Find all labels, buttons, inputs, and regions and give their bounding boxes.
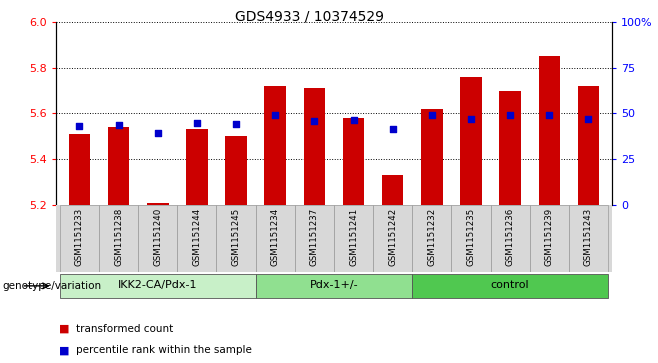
Bar <box>255 274 413 298</box>
Text: percentile rank within the sample: percentile rank within the sample <box>76 345 251 355</box>
Text: GDS4933 / 10374529: GDS4933 / 10374529 <box>235 9 384 23</box>
Bar <box>538 56 560 205</box>
Bar <box>343 118 365 205</box>
Point <box>505 112 515 118</box>
Bar <box>530 205 569 272</box>
Bar <box>451 205 491 272</box>
Text: GSM1151245: GSM1151245 <box>232 208 241 266</box>
Text: transformed count: transformed count <box>76 323 173 334</box>
Text: Pdx-1+/-: Pdx-1+/- <box>310 280 358 290</box>
Point <box>74 123 85 129</box>
Bar <box>382 175 403 205</box>
Bar <box>499 90 521 205</box>
Text: IKK2-CA/Pdx-1: IKK2-CA/Pdx-1 <box>118 280 197 290</box>
Bar <box>334 205 373 272</box>
Bar <box>108 127 130 205</box>
Text: GSM1151235: GSM1151235 <box>467 208 476 266</box>
Text: GSM1151238: GSM1151238 <box>114 208 123 266</box>
Bar <box>60 205 99 272</box>
Point <box>544 112 555 118</box>
Text: GSM1151240: GSM1151240 <box>153 208 163 266</box>
Bar <box>216 205 255 272</box>
Text: GSM1151236: GSM1151236 <box>505 208 515 266</box>
Bar <box>225 136 247 205</box>
Point <box>113 122 124 128</box>
Point <box>348 117 359 123</box>
Bar <box>68 134 90 205</box>
Bar <box>421 109 443 205</box>
Bar <box>186 130 208 205</box>
Bar <box>569 205 608 272</box>
Point <box>388 127 398 132</box>
Text: GSM1151232: GSM1151232 <box>427 208 436 266</box>
Text: GSM1151242: GSM1151242 <box>388 208 397 266</box>
Point <box>583 116 594 122</box>
Text: control: control <box>491 280 530 290</box>
Bar <box>303 88 325 205</box>
Text: GSM1151244: GSM1151244 <box>192 208 201 266</box>
Point <box>270 112 280 118</box>
Bar <box>255 205 295 272</box>
Point <box>191 120 202 126</box>
Bar <box>177 205 216 272</box>
Bar <box>138 205 177 272</box>
Text: ■: ■ <box>59 323 70 334</box>
Text: ■: ■ <box>59 345 70 355</box>
Text: GSM1151237: GSM1151237 <box>310 208 319 266</box>
Bar <box>460 77 482 205</box>
Point <box>309 119 320 125</box>
Bar <box>147 203 168 205</box>
Point <box>426 112 437 118</box>
Bar <box>413 274 608 298</box>
Bar <box>99 205 138 272</box>
Bar <box>265 86 286 205</box>
Bar <box>413 205 451 272</box>
Text: genotype/variation: genotype/variation <box>2 281 101 291</box>
Point <box>153 130 163 136</box>
Text: GSM1151241: GSM1151241 <box>349 208 358 266</box>
Text: GSM1151239: GSM1151239 <box>545 208 554 266</box>
Bar <box>295 205 334 272</box>
Bar <box>578 86 599 205</box>
Text: GSM1151233: GSM1151233 <box>75 208 84 266</box>
Bar <box>491 205 530 272</box>
Bar <box>60 274 255 298</box>
Bar <box>373 205 413 272</box>
Text: GSM1151243: GSM1151243 <box>584 208 593 266</box>
Point <box>231 122 241 127</box>
Point <box>466 116 476 122</box>
Text: GSM1151234: GSM1151234 <box>270 208 280 266</box>
